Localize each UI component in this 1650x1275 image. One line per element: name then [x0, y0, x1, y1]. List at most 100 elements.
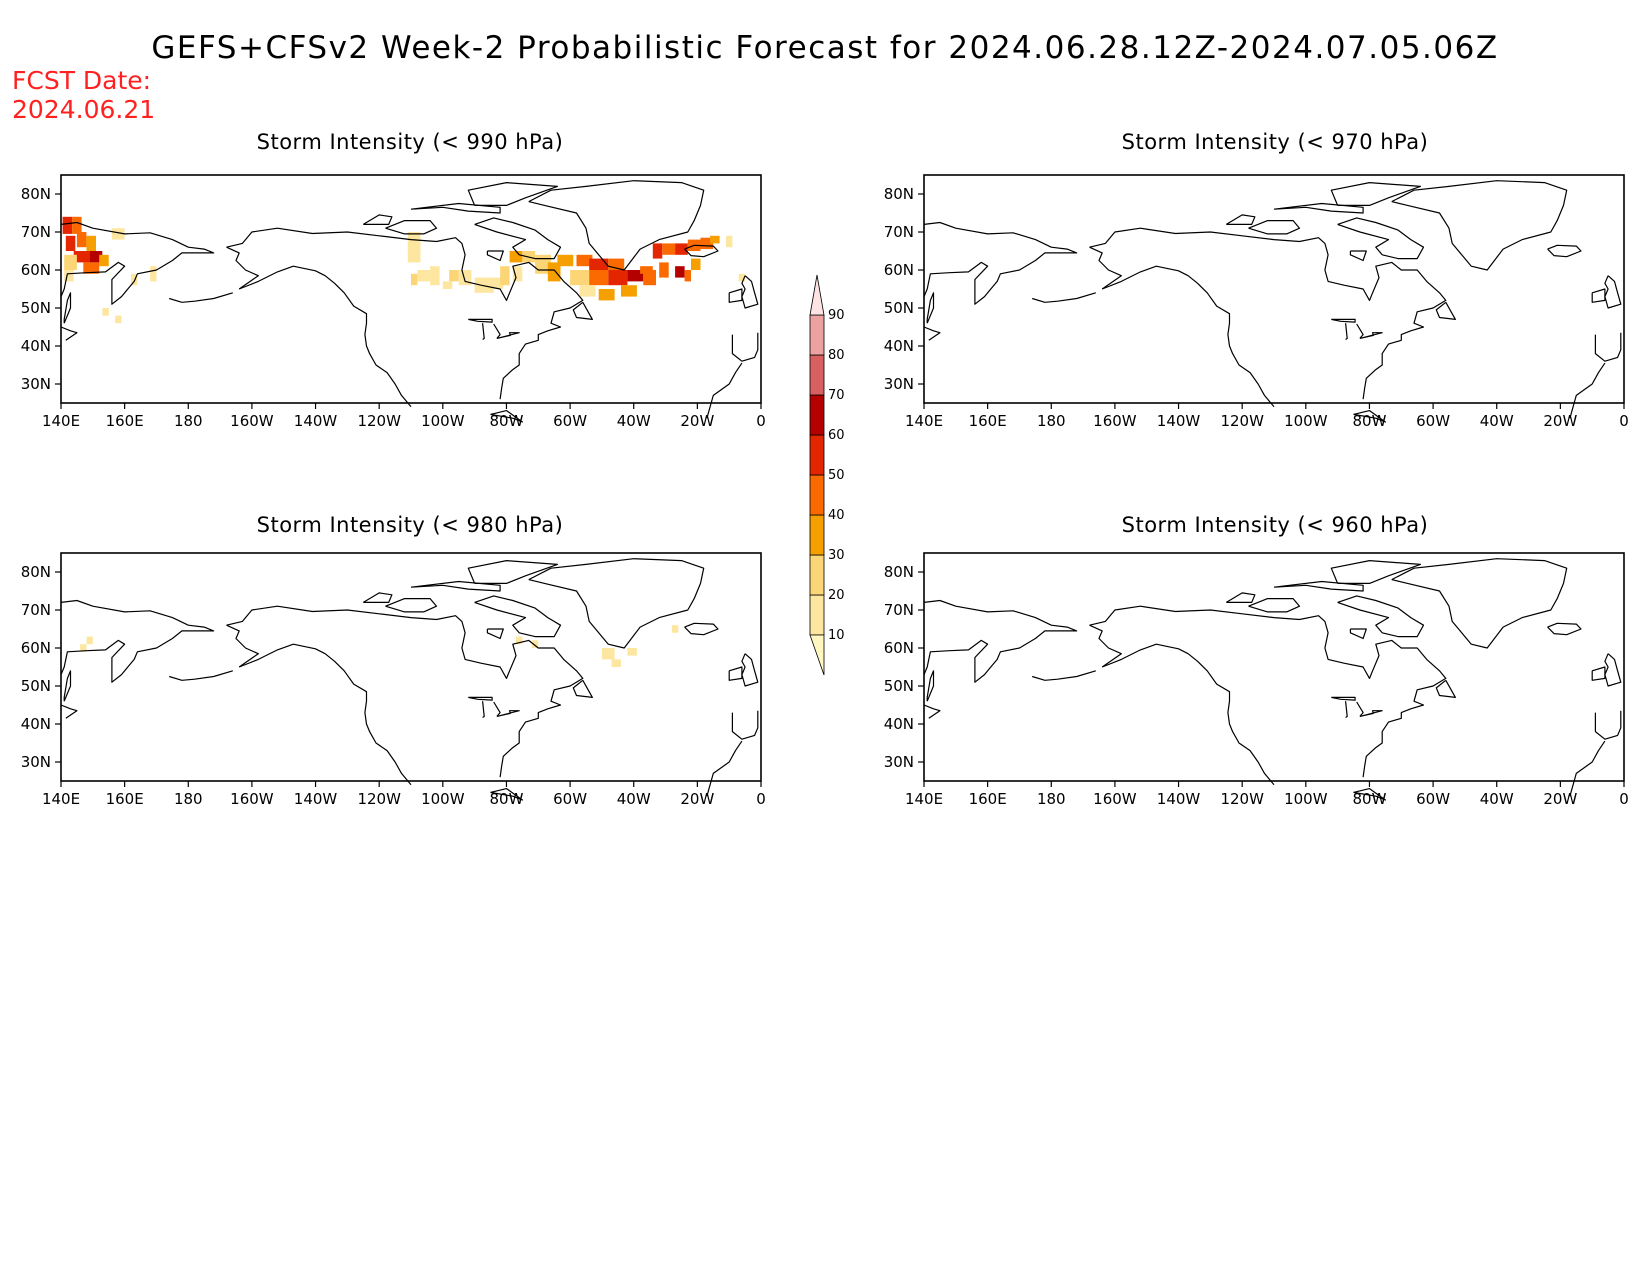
coastline	[1349, 628, 1367, 640]
x-tick-label: 80W	[1352, 790, 1386, 808]
shaded-cell	[111, 228, 125, 240]
y-tick-label: 50N	[21, 299, 51, 317]
coastline	[226, 605, 584, 778]
shaded-cell	[608, 270, 628, 286]
coastline	[1101, 643, 1275, 786]
coastline	[923, 221, 1078, 305]
y-tick-label: 80N	[884, 185, 914, 203]
y-tick-label: 40N	[21, 715, 51, 733]
coastline	[238, 643, 412, 786]
colorbar-label: 40	[828, 508, 845, 523]
coastline	[1353, 410, 1387, 423]
colorbar-label: 10	[828, 628, 845, 643]
shaded-cell	[547, 262, 561, 282]
coastline	[572, 679, 594, 698]
coastline	[1089, 605, 1447, 778]
x-tick-label: 20W	[1543, 412, 1577, 430]
coastline	[410, 202, 501, 214]
shaded-cell	[531, 640, 539, 648]
colorbar-label: 90	[828, 308, 845, 323]
coastline	[1359, 710, 1383, 717]
x-tick-label: 180	[1037, 790, 1066, 808]
coastline	[572, 301, 594, 320]
x-tick-label: 100W	[421, 790, 465, 808]
coastline	[1353, 788, 1387, 801]
forecast-date-value: 2024.06.21	[12, 95, 156, 124]
coastline	[226, 227, 584, 400]
map-content: 140E 160E 180 160W 140W 120W 100W 80W 60W 40W 20W 0…	[21, 174, 766, 430]
x-tick-label: 20W	[680, 790, 714, 808]
coastline	[490, 788, 524, 801]
shaded-cell	[86, 636, 93, 645]
plot-area	[61, 553, 761, 781]
x-tick-label: 120W	[1220, 790, 1264, 808]
coastlines	[60, 180, 759, 423]
coastline	[496, 332, 520, 339]
shaded-cell	[557, 254, 574, 267]
coastline	[1391, 180, 1568, 271]
coastline	[1435, 679, 1457, 698]
coastline	[474, 217, 562, 260]
coastline	[1435, 301, 1457, 320]
plot-area	[61, 175, 761, 403]
coastline	[1089, 227, 1447, 400]
x-tick-label: 160E	[969, 412, 1007, 430]
x-tick-label: 160E	[106, 790, 144, 808]
plot-area	[924, 553, 1624, 781]
coastline	[1089, 624, 1122, 668]
x-tick-label: 40W	[617, 790, 651, 808]
shaded-cell	[64, 270, 74, 282]
shaded-cell	[73, 251, 90, 263]
coastline	[410, 580, 501, 592]
coastline	[728, 288, 743, 303]
y-tick-label: 50N	[21, 677, 51, 695]
coastline	[1331, 318, 1356, 323]
y-tick-label: 60N	[21, 261, 51, 279]
coastlines	[923, 180, 1622, 423]
coastline	[362, 592, 393, 604]
coastline	[468, 318, 493, 323]
panel-title-960: Storm Intensity (< 960 hPa)	[1121, 513, 1429, 537]
coastline	[60, 704, 78, 719]
coastline	[1101, 265, 1275, 408]
colorbar-label: 70	[828, 388, 845, 403]
shaded-cell	[684, 270, 691, 282]
coastline	[490, 410, 524, 423]
coastline	[482, 323, 485, 340]
y-tick-label: 60N	[21, 639, 51, 657]
shaded-cell	[516, 636, 523, 645]
coastline	[1337, 217, 1425, 260]
x-tick-label: 80W	[489, 412, 523, 430]
coastline	[1604, 653, 1622, 687]
x-tick-label: 60W	[1416, 412, 1450, 430]
x-tick-label: 140W	[294, 790, 338, 808]
x-tick-label: 180	[174, 790, 203, 808]
x-tick-label: 120W	[357, 790, 401, 808]
coastline	[468, 696, 493, 701]
coastline	[528, 180, 705, 271]
y-tick-label: 30N	[884, 753, 914, 771]
coastline	[1594, 710, 1622, 740]
x-tick-label: 160W	[1093, 412, 1137, 430]
coastline	[1356, 701, 1364, 717]
colorbar-label: 50	[828, 468, 845, 483]
coastline	[1345, 323, 1348, 340]
coastline	[169, 292, 233, 303]
map-panel-960: 140E 160E 180 160W 140W 120W 100W 80W 60W 40W 20W 0…	[884, 552, 1629, 808]
shaded-cell	[449, 270, 459, 282]
coastline	[467, 182, 559, 207]
coastline	[493, 701, 501, 717]
y-tick-label: 30N	[21, 375, 51, 393]
shaded-cell	[102, 308, 109, 316]
y-tick-label: 50N	[884, 299, 914, 317]
coastlines	[923, 558, 1622, 801]
colorbar-box	[809, 354, 825, 396]
coastline	[169, 670, 233, 681]
shaded-cell	[89, 251, 103, 263]
x-tick-label: 140E	[905, 412, 943, 430]
coastline	[385, 219, 438, 235]
x-tick-label: 160E	[106, 412, 144, 430]
y-tick-label: 80N	[21, 563, 51, 581]
x-tick-label: 120W	[357, 412, 401, 430]
panel-title-970: Storm Intensity (< 970 hPa)	[1121, 130, 1429, 154]
